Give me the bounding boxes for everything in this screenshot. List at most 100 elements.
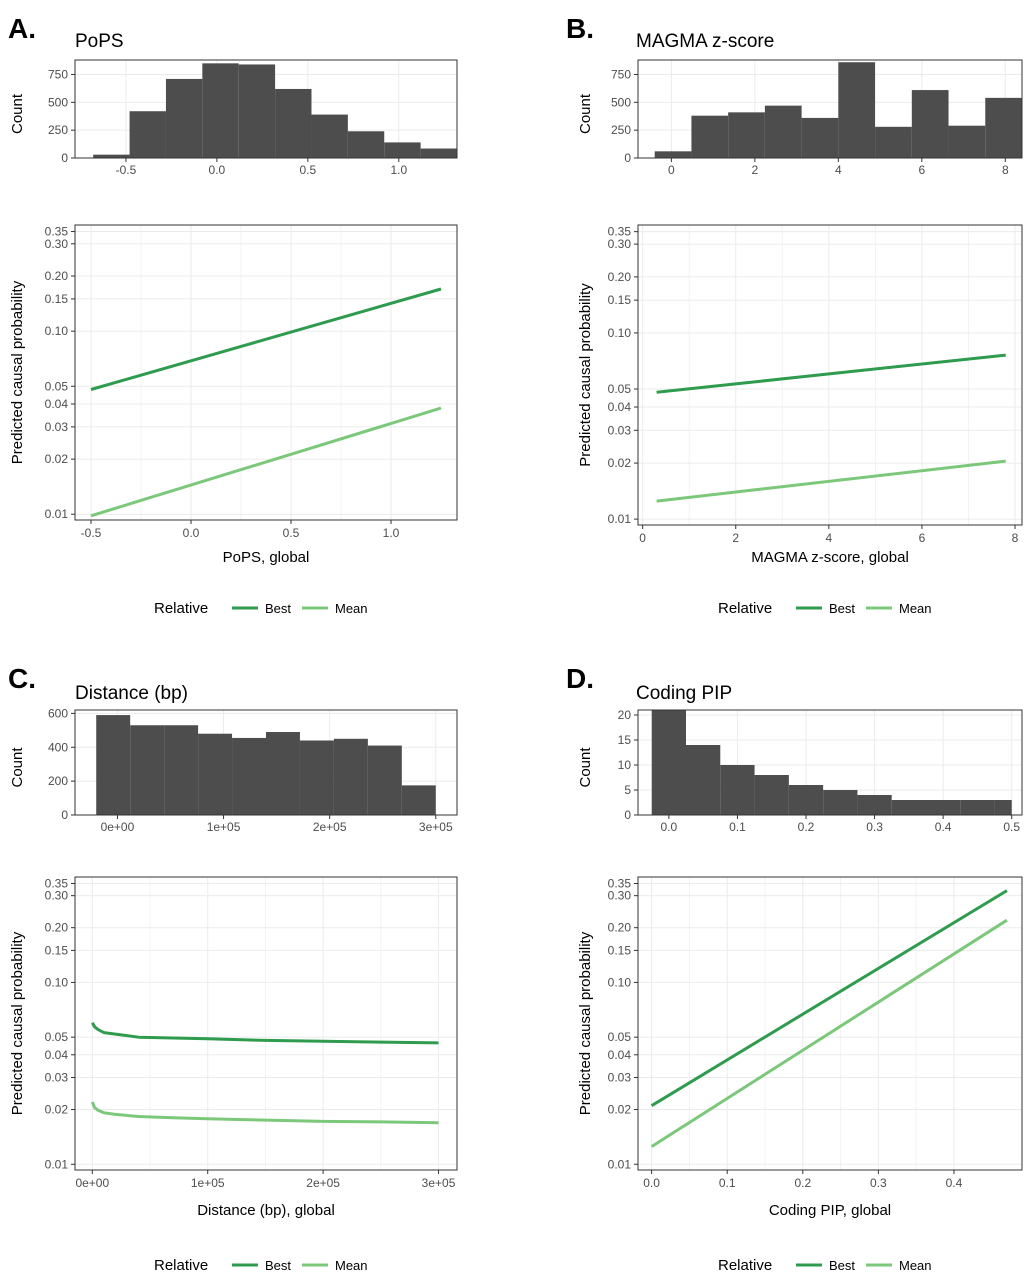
legend-label-best: Best — [829, 601, 855, 616]
histogram-bar — [651, 710, 686, 815]
line-border — [637, 876, 1023, 1171]
line-ytick-label: 0.35 — [45, 225, 69, 239]
histogram-ytick-label: 750 — [611, 67, 631, 81]
legend-label-mean: Mean — [899, 601, 932, 616]
line-border — [74, 224, 458, 521]
histogram-bar — [93, 154, 130, 158]
line-ytick-label: 0.35 — [45, 876, 69, 890]
series-line-best — [650, 889, 1008, 1107]
line-ytick-label: 0.20 — [45, 921, 69, 935]
histogram-ytick-label: 400 — [48, 740, 68, 754]
line-ytick-label: 0.05 — [608, 1030, 632, 1044]
legend-label-mean: Mean — [335, 601, 368, 616]
histogram-xtick-label: 0.2 — [798, 820, 815, 834]
line-ytick-label: 0.02 — [45, 1103, 69, 1117]
histogram-bar — [720, 765, 755, 815]
histogram-bar — [857, 795, 892, 815]
histogram-border — [637, 709, 1023, 816]
line-chart: 0e+00 1e+05 2e+05 3e+05 0.01 0.02 0.03 0.04 0.05… — [9, 876, 458, 1219]
histogram-xtick-label: 0.0 — [661, 820, 678, 834]
line-xtick-label: 0.5 — [283, 526, 300, 540]
series-line-best — [656, 353, 1006, 394]
histogram-ylabel: Count — [9, 93, 26, 134]
histogram-bar — [728, 112, 765, 158]
line-ytick-label: 0.04 — [608, 1048, 632, 1062]
histogram-xtick-label: 0.5 — [1003, 820, 1020, 834]
histogram-xtick-label: 0 — [668, 163, 675, 177]
line-ytick-label: 0.03 — [608, 1071, 632, 1085]
histogram-ytick-label: 500 — [48, 95, 68, 109]
histogram-xtick-label: 0.4 — [935, 820, 952, 834]
panel-letter: C. — [8, 663, 36, 694]
line-ylabel: Predicted causal probability — [9, 280, 26, 464]
line-ylabel: Predicted causal probability — [577, 931, 594, 1115]
line-ytick-label: 0.10 — [608, 326, 632, 340]
panel-letter: D. — [566, 663, 594, 694]
line-ytick-label: 0.15 — [608, 943, 632, 957]
panel-title: Distance (bp) — [75, 683, 188, 704]
legend: Relative Best Mean — [154, 1257, 368, 1274]
line-ytick-label: 0.01 — [45, 507, 69, 521]
histogram-ytick-label: 200 — [48, 774, 68, 788]
histogram-bar — [420, 148, 457, 158]
line-plot-area — [75, 877, 457, 1170]
line-xtick-label: 0.3 — [870, 1176, 887, 1190]
line-ytick-label: 0.02 — [45, 452, 69, 466]
histogram-xtick-label: -0.5 — [116, 163, 137, 177]
histogram-ylabel: Count — [577, 747, 594, 788]
line-ytick-label: 0.20 — [45, 269, 69, 283]
line-plot-area — [75, 225, 457, 520]
panel-title: PoPS — [75, 31, 124, 52]
panel-d: D. Coding PIP 0.0 0.1 0.2 0.3 0.4 0.5 0 5 10 15 20 Co… — [566, 663, 1023, 1274]
legend-title: Relative — [154, 600, 208, 617]
line-xtick-label: 3e+05 — [422, 1176, 456, 1190]
panel-letter: A. — [8, 13, 36, 44]
line-xtick-label: 8 — [1012, 531, 1019, 545]
line-ytick-label: 0.05 — [45, 379, 69, 393]
legend: Relative Best Mean — [718, 600, 932, 617]
line-xtick-label: 2e+05 — [306, 1176, 340, 1190]
line-chart: -0.5 0.0 0.5 1.0 0.01 0.02 0.03 0.04 0.05 0.10 0.1… — [9, 224, 458, 566]
histogram-bar — [202, 63, 239, 158]
histogram-bar — [232, 737, 266, 815]
histogram-ytick-label: 5 — [624, 783, 631, 797]
histogram-bar — [96, 715, 131, 815]
line-ytick-label: 0.05 — [608, 382, 632, 396]
histogram-bar — [164, 725, 199, 815]
line-ytick-label: 0.15 — [45, 943, 69, 957]
histogram-ylabel: Count — [9, 747, 26, 788]
histogram-xtick-label: 8 — [1002, 163, 1009, 177]
histogram-ytick-label: 250 — [48, 123, 68, 137]
series-line-mean — [656, 459, 1006, 503]
histogram-xtick-label: 4 — [835, 163, 842, 177]
histogram-ytick-label: 600 — [48, 706, 68, 720]
histogram-xtick-label: 6 — [918, 163, 925, 177]
histogram-bar — [238, 64, 276, 158]
series-line-mean — [90, 406, 442, 518]
histogram-bar — [198, 733, 233, 815]
series-line-best — [90, 1022, 439, 1045]
histogram-ylabel: Count — [577, 93, 594, 134]
histogram-bar — [686, 745, 721, 815]
histogram: 0 2 4 6 8 0 250 500 750 Count — [577, 59, 1023, 177]
histogram-ytick-label: 750 — [48, 67, 68, 81]
line-xtick-label: 0.0 — [183, 526, 200, 540]
line-border — [637, 224, 1023, 526]
histogram-bar — [838, 62, 876, 158]
panel-a: A. PoPS -0.5 0.0 0.5 1.0 0 250 500 750 Count -0.5 0.… — [8, 13, 458, 617]
line-ytick-label: 0.20 — [608, 270, 632, 284]
histogram-bar — [754, 775, 789, 815]
line-ytick-label: 0.03 — [45, 1071, 69, 1085]
legend-title: Relative — [718, 1257, 772, 1274]
histogram-ytick-label: 250 — [611, 123, 631, 137]
line-xtick-label: 0.4 — [946, 1176, 963, 1190]
histogram-ytick-label: 10 — [618, 758, 632, 772]
histogram-bar — [691, 115, 729, 158]
line-xlabel: Distance (bp), global — [197, 1202, 335, 1219]
legend: Relative Best Mean — [154, 600, 368, 617]
panel-c: C. Distance (bp) 0e+00 1e+05 2e+05 3e+05 0 200 4… — [8, 663, 458, 1274]
histogram-bar — [911, 90, 949, 158]
line-xtick-label: 4 — [825, 531, 832, 545]
line-xtick-label: 1e+05 — [191, 1176, 225, 1190]
histogram-bar — [764, 105, 802, 158]
